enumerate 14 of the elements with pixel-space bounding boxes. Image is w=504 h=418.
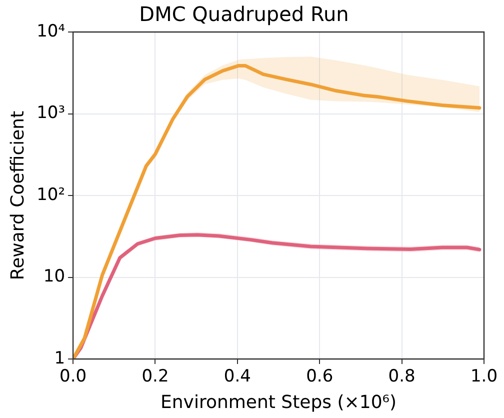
y-tick-label: 10⁴ [36, 21, 66, 42]
y-tick-label: 10 [43, 266, 66, 287]
x-axis-title: Environment Steps (×10⁶) [160, 392, 397, 413]
x-tick-label: 0.8 [388, 366, 416, 387]
x-tick-label: 0.2 [142, 366, 169, 387]
x-tick-label: 1.0 [470, 366, 498, 387]
y-tick-label: 10³ [36, 103, 66, 124]
y-tick-label: 10² [36, 184, 66, 205]
x-tick-label: 0.4 [224, 366, 251, 387]
y-tick-label: 1 [54, 348, 66, 368]
x-tick-label: 0.0 [60, 366, 87, 387]
x-tick-label: 0.6 [306, 366, 334, 387]
y-axis-title: Reward Coefficient [7, 110, 28, 280]
chart-title: DMC Quadruped Run [139, 2, 349, 26]
